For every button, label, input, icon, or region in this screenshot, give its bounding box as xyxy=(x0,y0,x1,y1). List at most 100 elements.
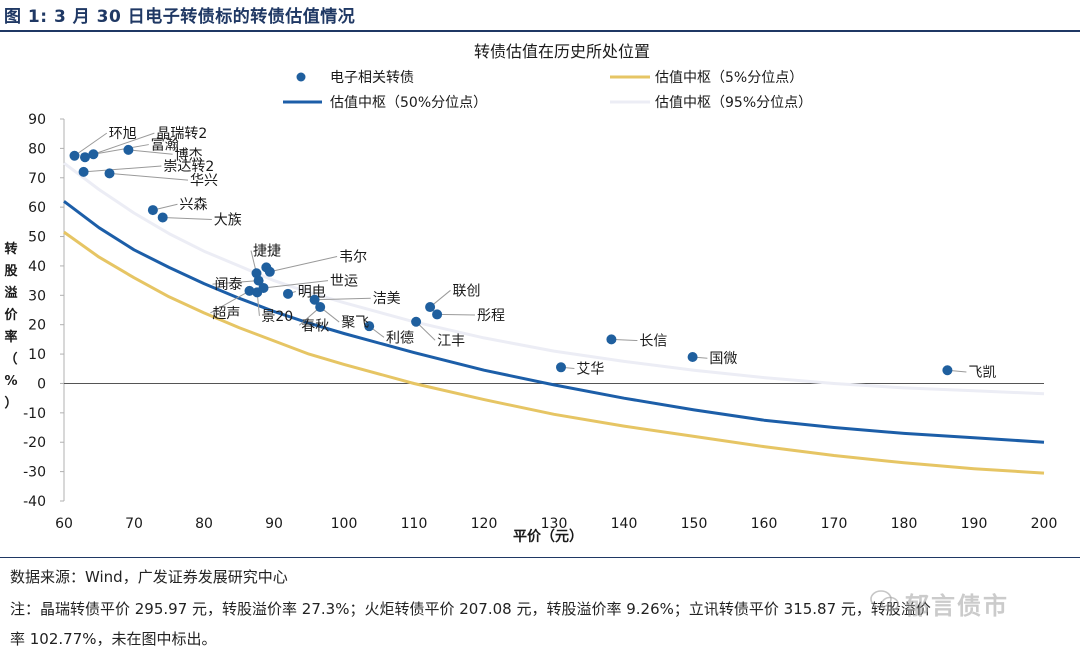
point-label: 春秋 xyxy=(301,318,329,334)
x-tick-label: 80 xyxy=(195,516,213,532)
point-label: 博杰 xyxy=(175,146,203,163)
point-label: 国微 xyxy=(709,351,737,367)
data-point xyxy=(687,352,698,363)
data-point xyxy=(253,275,264,286)
note-line-2: 率 102.77%，未在图中标出。 xyxy=(10,630,217,648)
x-tick-label: 190 xyxy=(961,516,988,532)
data-point xyxy=(264,266,275,277)
point-label: 环旭 xyxy=(109,126,137,142)
leader-line xyxy=(93,132,155,155)
wechat-icon xyxy=(870,590,899,612)
x-tick-label: 130 xyxy=(541,516,568,532)
footer-rule xyxy=(0,557,1080,558)
leader-line xyxy=(210,290,250,314)
x-tick-label: 140 xyxy=(611,516,638,532)
y-tick-label: 60 xyxy=(28,200,46,216)
data-point xyxy=(78,166,89,177)
curve-p5 xyxy=(63,230,1045,475)
data-point xyxy=(364,321,375,332)
leader-line xyxy=(212,280,259,285)
point-label: 兴森 xyxy=(180,197,208,213)
y-tick-label: 40 xyxy=(28,259,46,275)
data-point xyxy=(244,285,255,296)
y-axis-title-char: 溢 xyxy=(4,285,17,301)
curve-p95 xyxy=(63,161,1045,396)
legend-marker-points xyxy=(296,72,306,82)
leader-line xyxy=(93,144,149,155)
y-tick-label: -30 xyxy=(23,465,46,481)
legend-label-p95: 估值中枢（95%分位点） xyxy=(655,95,812,111)
leader-line xyxy=(128,149,173,155)
title-rule xyxy=(0,30,1080,32)
y-tick-label: 0 xyxy=(37,376,46,392)
data-point xyxy=(606,334,617,345)
point-label: 艾华 xyxy=(576,361,604,377)
point-label: 超声 xyxy=(212,306,240,322)
x-tick-label: 70 xyxy=(125,516,143,532)
y-tick-label: -10 xyxy=(23,406,46,422)
y-tick-label: 70 xyxy=(28,171,46,187)
data-point xyxy=(283,288,293,299)
legend-label-p50: 估值中枢（50%分位点） xyxy=(330,95,487,111)
leader-line xyxy=(263,280,329,289)
y-axis-title-char: 率 xyxy=(4,329,17,345)
note-line-1: 注：晶瑞转债平价 295.97 元，转股溢价率 27.3%；火炬转债平价 207… xyxy=(10,600,931,618)
y-axis-title-char: （ xyxy=(4,351,17,367)
data-point xyxy=(123,144,134,155)
data-point xyxy=(556,362,566,373)
point-label: 明电 xyxy=(298,284,326,300)
point-label: 聚飞 xyxy=(341,315,369,331)
data-point xyxy=(252,287,263,298)
y-axis-title-char: ） xyxy=(4,395,17,411)
y-tick-label: 10 xyxy=(28,347,46,363)
point-label: 崇达转2 xyxy=(163,159,214,175)
y-axis-title-char: % xyxy=(4,374,17,389)
x-tick-label: 180 xyxy=(891,516,918,532)
point-label: 景20 xyxy=(261,309,293,325)
y-tick-label: -40 xyxy=(23,494,46,510)
data-points xyxy=(69,144,953,376)
point-label: 富瀚 xyxy=(151,137,179,154)
x-tick-label: 90 xyxy=(265,516,283,532)
data-point xyxy=(309,294,320,305)
y-axis-title-char: 价 xyxy=(4,308,18,323)
watermark: 郁言债市 xyxy=(905,592,1009,620)
leader-line xyxy=(437,313,476,316)
y-tick-label: -20 xyxy=(23,435,46,451)
point-label: 大族 xyxy=(214,212,242,228)
data-point xyxy=(315,302,326,313)
data-point xyxy=(942,365,953,376)
data-point xyxy=(425,302,436,313)
point-label: 洁美 xyxy=(373,291,401,307)
data-point xyxy=(157,212,168,223)
y-tick-label: 50 xyxy=(28,230,46,246)
point-label: 飞凯 xyxy=(968,365,996,381)
leader-line xyxy=(109,172,189,181)
y-tick-label: 80 xyxy=(28,141,46,157)
data-point xyxy=(432,309,443,320)
x-tick-label: 200 xyxy=(1031,516,1058,532)
data-point xyxy=(80,152,90,163)
point-label: 江丰 xyxy=(437,333,465,349)
point-label: 捷捷 xyxy=(253,244,281,260)
point-label: 世运 xyxy=(330,274,358,290)
leader-line xyxy=(74,132,108,157)
legend-label-points: 电子相关转债 xyxy=(330,70,414,86)
data-point xyxy=(69,150,80,161)
point-label: 韦尔 xyxy=(339,250,367,266)
leader-line xyxy=(162,216,212,220)
y-tick-label: 30 xyxy=(28,288,46,304)
leader-line xyxy=(269,256,338,273)
curves xyxy=(63,161,1045,475)
y-axis-title-char: 转 xyxy=(4,241,17,257)
legend-label-p5: 估值中枢（5%分位点） xyxy=(655,70,803,86)
x-axis-title: 平价（元） xyxy=(513,529,583,545)
leader-line xyxy=(83,165,162,173)
data-point xyxy=(104,168,115,179)
y-axis-title: 转股溢价率 （% ） xyxy=(4,241,18,411)
legend: 电子相关转债 估值中枢（5%分位点） 估值中枢（50%分位点） 估值中枢（95%… xyxy=(283,70,812,111)
data-point xyxy=(411,316,422,327)
x-tick-label: 120 xyxy=(471,516,498,532)
point-label: 长信 xyxy=(639,334,667,350)
point-label: 晶瑞转2 xyxy=(156,126,207,142)
